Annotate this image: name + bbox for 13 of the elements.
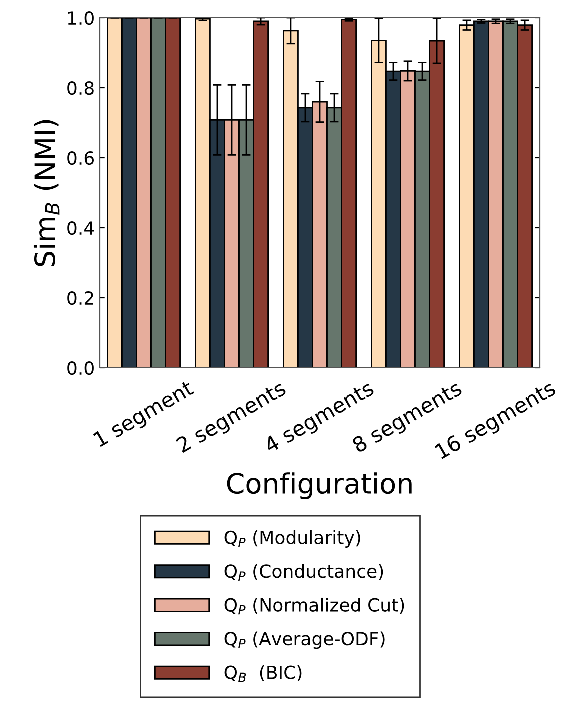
legend-label: Q$_{P}$ (Normalized Cut) xyxy=(224,598,404,615)
y-tick-label: 0.2 xyxy=(68,291,94,306)
legend-label: Q$_{P}$ (Modularity) xyxy=(224,530,360,548)
y-tick-label: 0.8 xyxy=(68,81,94,96)
legend-label: Q$_{P}$ (Average-ODF) xyxy=(224,632,385,650)
legend-label: Q$_{B}$ (BIC) xyxy=(224,665,302,682)
legend-label: Q$_{P}$ (Conductance) xyxy=(224,564,384,581)
y-tick-label: 1.0 xyxy=(68,11,94,26)
y-tick-label: 0.4 xyxy=(68,221,94,236)
x-axis-title: Configuration xyxy=(227,472,412,500)
y-axis-title: Sim$_{B}$ (NMI) xyxy=(34,120,60,266)
y-tick-label: 0.6 xyxy=(68,151,94,166)
y-tick-label: 0.0 xyxy=(68,361,94,376)
